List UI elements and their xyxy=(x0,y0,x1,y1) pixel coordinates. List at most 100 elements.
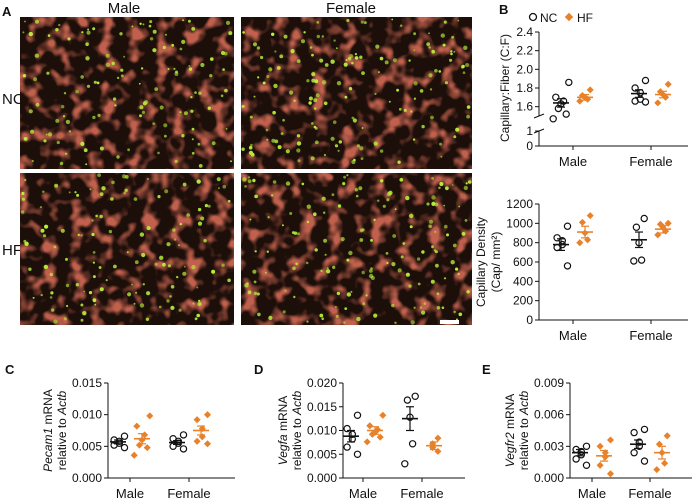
data-point-hf xyxy=(203,440,212,448)
data-point-nc xyxy=(640,214,648,223)
capillary-dot xyxy=(325,269,331,274)
capillary-dot xyxy=(139,105,144,110)
capillary-dot xyxy=(419,306,423,309)
capillary-dot xyxy=(112,97,117,101)
capillary-dot xyxy=(284,289,287,292)
capillary-dot xyxy=(198,91,202,95)
capillary-dot xyxy=(360,157,364,161)
capillary-dot xyxy=(210,57,214,61)
micrograph-male-hf xyxy=(20,173,234,325)
capillary-dot xyxy=(196,313,200,318)
y-axis-label-ref-gene: Actb xyxy=(290,390,304,415)
capillary-dot xyxy=(63,92,67,95)
capillary-dot xyxy=(321,35,324,38)
capillary-dot xyxy=(42,190,45,193)
capillary-dot xyxy=(28,31,33,37)
capillary-dot xyxy=(183,111,188,116)
capillary-dot xyxy=(55,118,60,123)
data-point-nc xyxy=(563,222,572,230)
data-point-nc xyxy=(401,460,409,468)
capillary-dot xyxy=(86,84,91,88)
data-point-nc xyxy=(577,447,586,456)
y-tick-label: 1 xyxy=(526,124,533,138)
y-tick-label: 1000 xyxy=(506,216,533,230)
capillary-dot xyxy=(419,89,424,93)
capillary-dot xyxy=(111,61,115,66)
y-tick-label: 800 xyxy=(513,236,533,250)
capillary-dot xyxy=(400,24,403,27)
capillary-dot xyxy=(184,265,186,268)
capillary-dot xyxy=(323,238,328,243)
capillary-dot xyxy=(352,118,357,123)
capillary-dot xyxy=(200,62,205,68)
capillary-dot xyxy=(408,59,411,62)
y-tick-label: 0.005 xyxy=(307,447,337,461)
capillary-dot xyxy=(123,191,126,195)
capillary-dot xyxy=(368,269,373,273)
capillary-dot xyxy=(142,283,145,286)
capillary-dot xyxy=(80,303,84,307)
capillary-dot xyxy=(101,186,106,191)
capillary-dot xyxy=(359,146,364,151)
capillary-dot xyxy=(21,197,25,201)
capillary-dot xyxy=(413,97,417,100)
capillary-dot xyxy=(181,39,186,45)
capillary-dot xyxy=(316,34,320,39)
capillary-dot xyxy=(92,27,96,31)
data-point-hf xyxy=(596,461,604,469)
panel-letter-a: A xyxy=(2,4,12,19)
capillary-dot xyxy=(441,306,445,310)
capillary-dot xyxy=(43,264,49,270)
capillary-dot xyxy=(268,315,273,320)
capillary-dot xyxy=(293,99,296,103)
data-point-hf xyxy=(133,422,141,430)
capillary-dot xyxy=(165,33,167,36)
capillary-dot xyxy=(273,83,278,89)
capillary-dot xyxy=(271,138,276,143)
capillary-dot xyxy=(308,101,312,105)
y-axis-label-prefix: relative to xyxy=(290,415,304,470)
capillary-dot xyxy=(429,219,433,224)
capillary-dot xyxy=(333,39,336,42)
capillary-dot xyxy=(191,265,196,270)
capillary-dot xyxy=(282,118,285,122)
capillary-dot xyxy=(385,252,389,255)
capillary-dot xyxy=(167,264,171,268)
capillary-dot xyxy=(342,182,346,186)
capillary-dot xyxy=(56,140,60,145)
capillary-dot xyxy=(346,292,352,297)
capillary-dot xyxy=(301,182,305,186)
capillary-dot xyxy=(444,224,448,229)
fiber-border-texture xyxy=(20,173,234,325)
capillary-dot xyxy=(394,208,397,211)
data-point-hf xyxy=(363,438,371,446)
capillary-dot xyxy=(138,82,141,85)
capillary-dot xyxy=(95,214,98,218)
capillary-dot xyxy=(182,19,185,22)
capillary-dot xyxy=(280,132,284,136)
capillary-dot xyxy=(81,31,84,34)
capillary-dot xyxy=(152,122,156,125)
capillary-dot xyxy=(438,70,442,73)
capillary-dot xyxy=(348,250,353,256)
data-point-hf xyxy=(203,411,212,419)
capillary-dot xyxy=(431,49,436,54)
capillary-dot xyxy=(146,226,151,231)
capillary-dot xyxy=(126,251,129,254)
capillary-dot xyxy=(124,188,128,192)
capillary-dot xyxy=(204,204,208,208)
capillary-dot xyxy=(139,303,145,308)
data-point-hf xyxy=(596,442,604,450)
capillary-dot xyxy=(50,291,54,295)
capillary-dot xyxy=(455,127,460,132)
capillary-dot xyxy=(62,115,66,118)
capillary-dot xyxy=(332,265,336,269)
capillary-dot xyxy=(466,114,470,119)
capillary-dot xyxy=(83,290,86,293)
data-point-hf xyxy=(576,97,584,105)
data-point-hf xyxy=(379,411,387,419)
capillary-dot xyxy=(196,179,201,184)
x-tick-label: Male xyxy=(116,486,144,501)
capillary-dot xyxy=(24,20,26,23)
